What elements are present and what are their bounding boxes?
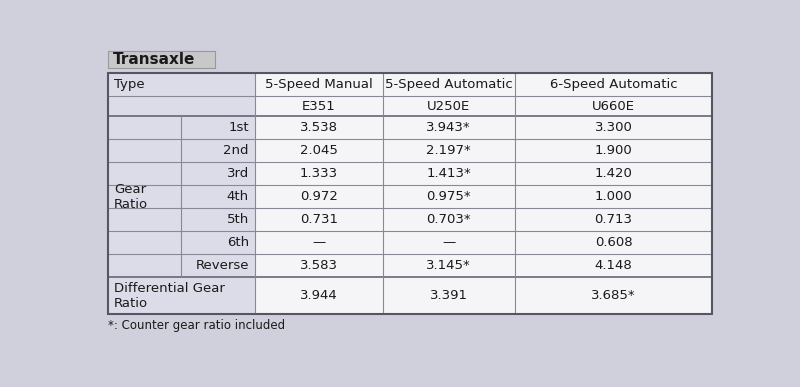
Text: 1.420: 1.420 <box>594 167 632 180</box>
Text: 2.045: 2.045 <box>300 144 338 157</box>
Text: 1.413*: 1.413* <box>426 167 471 180</box>
Text: 3.538: 3.538 <box>300 121 338 134</box>
Text: *: Counter gear ratio included: *: Counter gear ratio included <box>108 319 285 332</box>
Text: 1.333: 1.333 <box>300 167 338 180</box>
Text: 0.608: 0.608 <box>594 236 632 249</box>
Text: 0.703*: 0.703* <box>426 213 471 226</box>
Text: 3.944: 3.944 <box>300 289 338 302</box>
Text: 5-Speed Automatic: 5-Speed Automatic <box>385 79 513 91</box>
Text: 6-Speed Automatic: 6-Speed Automatic <box>550 79 678 91</box>
Text: 0.975*: 0.975* <box>426 190 471 203</box>
Text: Gear
Ratio: Gear Ratio <box>114 183 148 211</box>
Bar <box>108 51 214 68</box>
Text: 3.685*: 3.685* <box>591 289 636 302</box>
Text: E351: E351 <box>302 99 336 113</box>
Text: 4.148: 4.148 <box>594 259 632 272</box>
Text: 1.900: 1.900 <box>594 144 632 157</box>
Text: Reverse: Reverse <box>195 259 249 272</box>
Text: 0.972: 0.972 <box>300 190 338 203</box>
Text: Transaxle: Transaxle <box>113 52 195 67</box>
Bar <box>255 116 712 314</box>
Text: Type: Type <box>114 79 145 91</box>
Text: 5th: 5th <box>226 213 249 226</box>
Text: 3.391: 3.391 <box>430 289 468 302</box>
Text: 4th: 4th <box>226 190 249 203</box>
Text: 1.000: 1.000 <box>594 190 632 203</box>
Text: 6th: 6th <box>226 236 249 249</box>
Text: 5-Speed Manual: 5-Speed Manual <box>265 79 373 91</box>
Bar <box>255 74 712 116</box>
Text: —: — <box>312 236 326 249</box>
Text: 0.713: 0.713 <box>594 213 633 226</box>
Text: 3.300: 3.300 <box>594 121 632 134</box>
Text: 1st: 1st <box>228 121 249 134</box>
Text: 3rd: 3rd <box>226 167 249 180</box>
Bar <box>108 74 712 314</box>
Text: 3.583: 3.583 <box>300 259 338 272</box>
Text: U660E: U660E <box>592 99 635 113</box>
Bar <box>108 74 712 314</box>
Text: Differential Gear
Ratio: Differential Gear Ratio <box>114 282 225 310</box>
Text: 2nd: 2nd <box>223 144 249 157</box>
Text: 0.731: 0.731 <box>300 213 338 226</box>
Text: 3.943*: 3.943* <box>426 121 471 134</box>
Text: U250E: U250E <box>427 99 470 113</box>
Text: —: — <box>442 236 455 249</box>
Text: 2.197*: 2.197* <box>426 144 471 157</box>
Text: 3.145*: 3.145* <box>426 259 471 272</box>
